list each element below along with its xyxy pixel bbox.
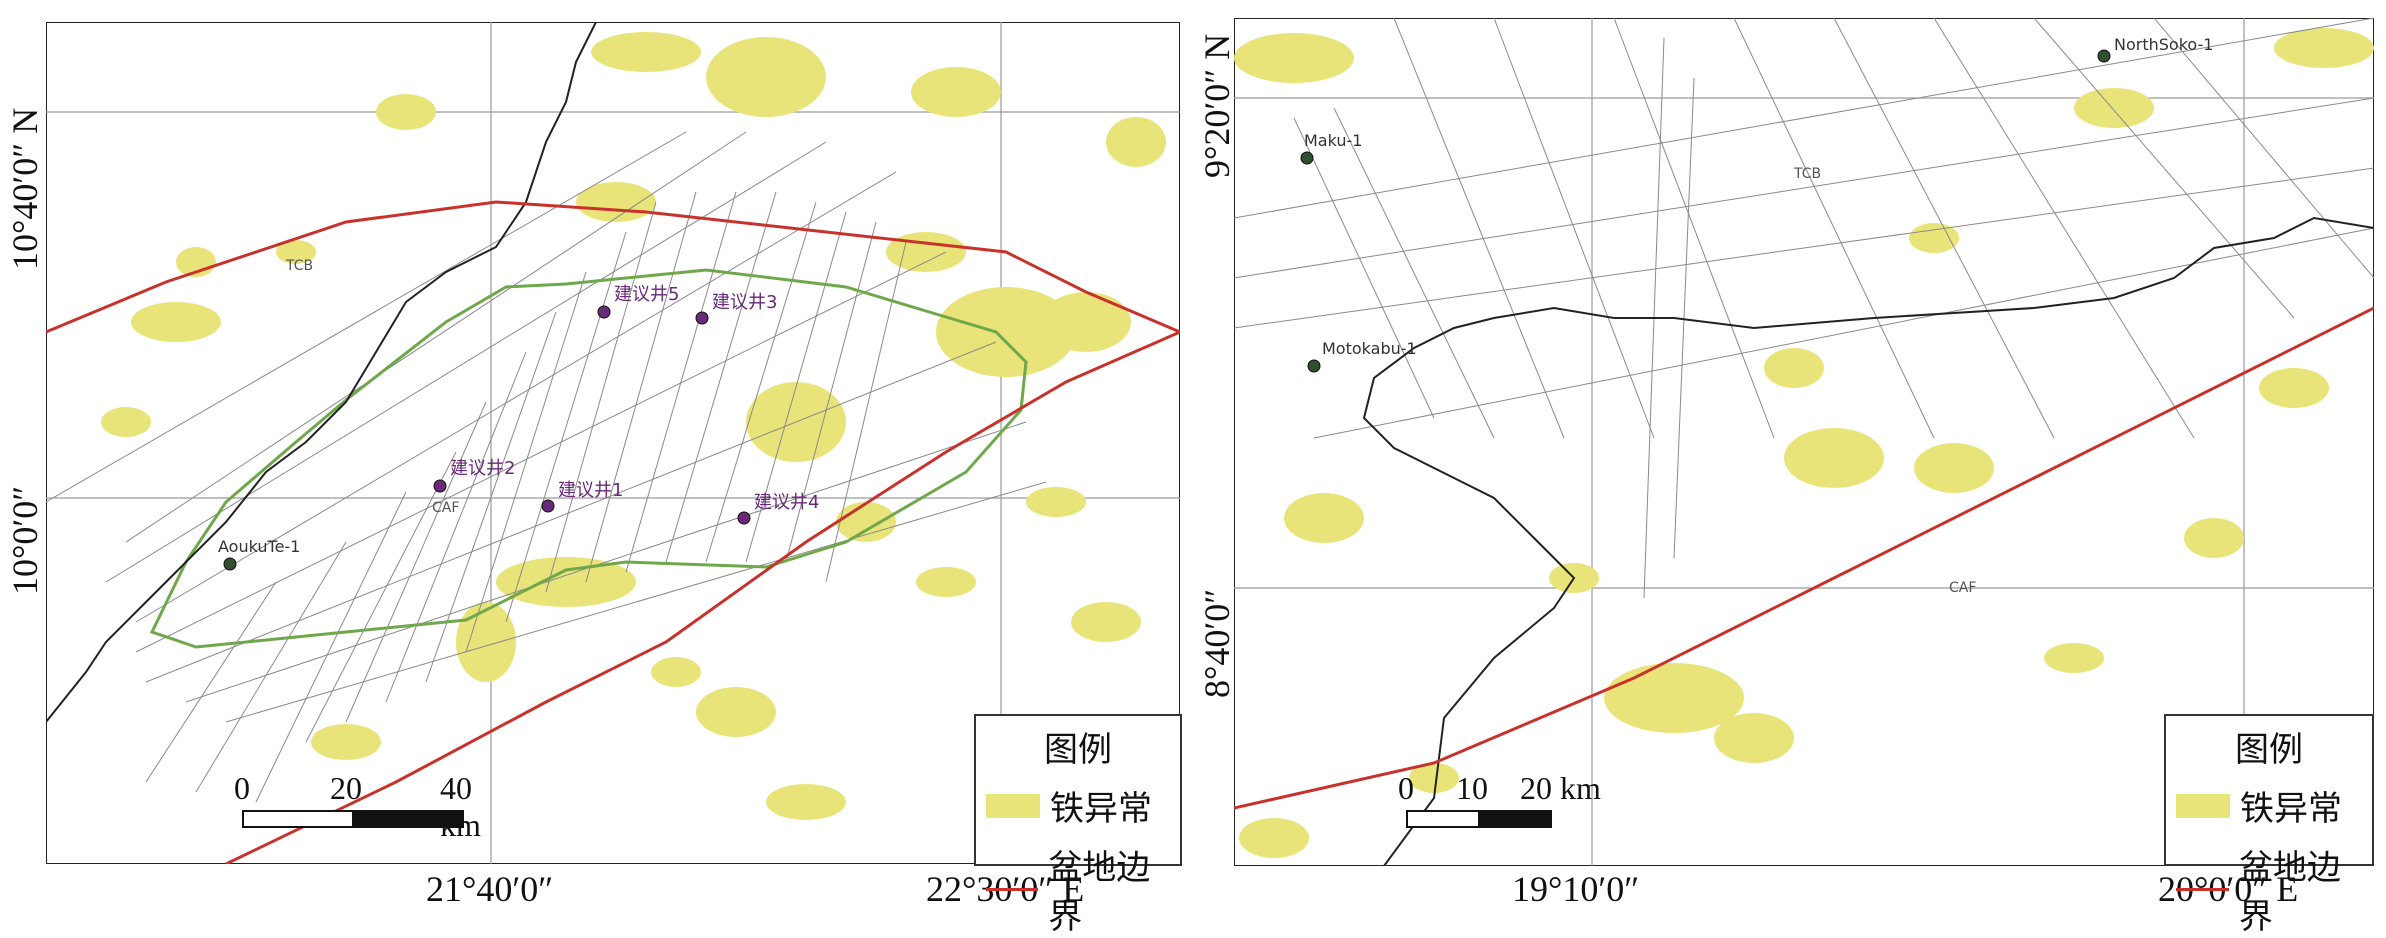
right-map[interactable]: TCB CAF NorthSoko-1 Maku-1 Motokabu-1 [1234, 18, 2374, 866]
scale-tick: 20 [330, 770, 362, 806]
well-label: 建议井3 [712, 292, 777, 313]
right-basin-boundary [1234, 306, 2374, 810]
well-marker[interactable] [695, 311, 709, 325]
right-legend: 图例 铁异常 盆地边界 [2164, 714, 2374, 937]
well-marker[interactable] [2097, 49, 2111, 63]
well-marker[interactable] [1300, 151, 1314, 165]
well-label: Motokabu-1 [1322, 339, 1417, 358]
left-region-label-tcb: TCB [285, 258, 313, 274]
left-scale-bar: 0 20 40 km [230, 770, 490, 843]
left-iron-anomalies [101, 32, 1166, 820]
right-region-label-tcb: TCB [1793, 166, 1821, 182]
well-marker[interactable] [433, 479, 447, 493]
scale-tick: 40 km [440, 770, 481, 843]
well-marker[interactable] [223, 557, 237, 571]
well-label: 建议井1 [558, 480, 623, 501]
left-map-canvas[interactable]: TCB CAF AoukuTe-1 建议井1 建议井2 建议井3 建议井4 建议… [46, 22, 1180, 864]
left-country-border [46, 22, 597, 723]
legend-swatch-boundary [2176, 887, 2229, 891]
right-lat-label-mid: 8°40′0″ [1197, 588, 1237, 698]
left-graticule [46, 22, 1180, 864]
legend-item-basin-boundary: 盆地边界 [986, 840, 1180, 938]
right-lat-label-top: 9°20′0″ N [1197, 33, 1237, 178]
legend-item-iron-anomaly: 铁异常 [2176, 781, 2372, 830]
left-basin-boundary-south [225, 330, 1180, 864]
well-label: 建议井5 [614, 284, 679, 305]
legend-item-iron-anomaly: 铁异常 [986, 781, 1180, 830]
left-lon-label-1: 21°40′0″ [426, 869, 554, 909]
right-lon-label-1: 19°10′0″ [1512, 869, 1640, 909]
well-label: Maku-1 [1304, 131, 1362, 150]
left-lat-label-top: 10°40′0″ N [5, 107, 45, 270]
legend-swatch-iron [2176, 793, 2230, 818]
well-marker[interactable] [737, 511, 751, 525]
well-label: 建议井4 [754, 492, 819, 513]
left-lat-label-mid: 10°0′0″ [5, 485, 45, 595]
left-basin-boundary-north [46, 200, 1180, 334]
well-marker[interactable] [1307, 359, 1321, 373]
legend-title: 图例 [1044, 730, 1112, 770]
scale-tick: 0 [1398, 770, 1414, 806]
legend-swatch-boundary [986, 887, 1039, 891]
right-country-border [1362, 216, 2374, 866]
legend-title: 图例 [2235, 730, 2303, 770]
right-map-canvas[interactable]: TCB CAF NorthSoko-1 Maku-1 Motokabu-1 [1234, 18, 2374, 866]
scale-tick: 10 [1456, 770, 1488, 806]
well-label: AoukuTe-1 [218, 537, 300, 556]
right-region-label-caf: CAF [1949, 580, 1976, 596]
left-wells: AoukuTe-1 建议井1 建议井2 建议井3 建议井4 建议井5 [218, 284, 819, 571]
left-legend: 图例 铁异常 盆地边界 [974, 714, 1182, 937]
well-marker[interactable] [541, 499, 555, 513]
right-wells: NorthSoko-1 Maku-1 Motokabu-1 [1300, 35, 2213, 373]
legend-item-basin-boundary: 盆地边界 [2176, 840, 2372, 938]
scale-tick: 0 [234, 770, 250, 806]
left-survey-area [149, 268, 1028, 649]
right-survey-lines [1234, 18, 2374, 599]
well-label: NorthSoko-1 [2114, 35, 2213, 54]
well-marker[interactable] [597, 305, 611, 319]
legend-swatch-iron [986, 793, 1040, 818]
right-iron-anomalies [1234, 28, 2374, 858]
left-region-label-caf: CAF [432, 500, 459, 516]
left-map[interactable]: TCB CAF AoukuTe-1 建议井1 建议井2 建议井3 建议井4 建议… [46, 22, 1180, 864]
scale-tick: 20 km [1520, 770, 1601, 806]
right-scale-bar: 0 10 20 km [1398, 770, 1638, 840]
well-label: 建议井2 [450, 458, 515, 479]
